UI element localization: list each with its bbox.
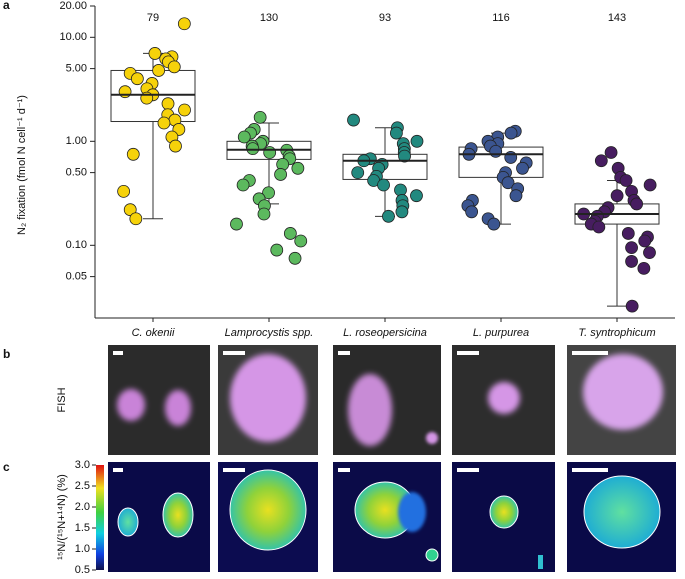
colorbar-tick-label: 3.0 <box>75 459 90 471</box>
data-point <box>152 64 166 77</box>
panel-label: b <box>3 347 10 361</box>
data-point <box>643 178 657 192</box>
data-point <box>351 166 365 180</box>
data-point <box>504 151 518 164</box>
data-point <box>619 174 633 187</box>
data-point <box>610 189 624 203</box>
y-tick-label: 0.50 <box>66 167 87 179</box>
data-point <box>630 197 644 211</box>
data-point <box>130 72 144 86</box>
data-point <box>118 85 132 99</box>
data-point <box>501 176 515 190</box>
nanosims-images <box>108 462 676 572</box>
data-point <box>594 154 608 168</box>
fish-images <box>108 345 676 455</box>
data-point <box>395 205 409 219</box>
y-tick-label: 20.00 <box>59 0 87 12</box>
data-point <box>178 103 191 117</box>
data-point <box>347 113 360 127</box>
colorbar-tick-label: 0.5 <box>75 564 90 574</box>
category-label: T. syntrophicum <box>578 327 655 339</box>
data-point <box>389 126 403 140</box>
data-point <box>382 209 395 223</box>
data-point <box>377 178 390 192</box>
y-tick-label: 0.05 <box>66 271 87 283</box>
y-tick-label: 1.00 <box>66 135 87 147</box>
data-point <box>398 149 411 163</box>
data-point <box>288 251 302 265</box>
data-point <box>257 207 271 221</box>
data-point <box>625 241 638 255</box>
data-point <box>643 246 656 260</box>
category-label: Lamprocystis spp. <box>225 327 314 339</box>
data-point <box>230 217 243 231</box>
data-point <box>237 130 251 144</box>
scale-bars <box>113 351 608 472</box>
data-point <box>157 116 171 130</box>
data-point <box>246 142 260 156</box>
data-point <box>161 97 175 111</box>
data-point <box>638 234 652 248</box>
data-point <box>274 168 287 181</box>
data-point <box>489 144 503 158</box>
y-tick-label: 10.00 <box>59 31 87 43</box>
data-point <box>465 205 479 219</box>
fish-label: FISH <box>56 387 68 412</box>
y-tick-label: 0.10 <box>66 239 87 251</box>
data-point <box>625 299 639 313</box>
panel-label: c <box>3 460 10 474</box>
category-label: L. purpurea <box>473 327 529 339</box>
data-point <box>169 139 182 153</box>
data-point <box>262 186 275 200</box>
data-point <box>621 227 635 240</box>
data-point <box>236 178 250 192</box>
data-point <box>291 161 305 175</box>
data-point <box>637 261 651 275</box>
data-point <box>270 243 284 257</box>
data-point <box>177 17 191 31</box>
data-point <box>509 189 523 203</box>
colorbar-label: ¹⁵N/(¹⁵N+¹⁴N) (%) <box>56 474 68 560</box>
data-point <box>592 220 606 234</box>
data-point <box>126 147 140 161</box>
data-point <box>117 184 131 198</box>
data-point <box>625 255 638 268</box>
count-label: 116 <box>492 12 510 24</box>
data-point <box>516 161 529 175</box>
colorbar-tick-label: 2.5 <box>75 480 90 492</box>
y-tick-label: 5.00 <box>66 63 87 75</box>
count-label: 143 <box>608 12 626 24</box>
data-point <box>167 60 181 74</box>
category-label: C. okenii <box>132 327 175 339</box>
colorbar-tick-label: 1.5 <box>75 522 90 534</box>
panel-label: a <box>3 0 10 12</box>
count-label: 79 <box>147 12 159 24</box>
category-label: L. roseopersicina <box>343 327 427 339</box>
colorbar-tick-label: 2.0 <box>75 501 90 513</box>
colorbar-tick-label: 1.0 <box>75 543 90 555</box>
data-point <box>283 227 297 240</box>
data-point <box>604 146 618 159</box>
count-label: 93 <box>379 12 391 24</box>
data-point <box>253 110 267 124</box>
y-axis-label: N₂ fixation (fmol N cell⁻¹ d⁻¹) <box>16 95 28 235</box>
data-point <box>487 217 501 231</box>
data-point <box>129 212 143 226</box>
count-label: 130 <box>260 12 278 24</box>
data-point <box>148 47 162 60</box>
data-point <box>294 234 308 248</box>
data-point <box>410 189 423 203</box>
data-point <box>410 134 424 148</box>
colorbar <box>96 465 104 570</box>
data-point <box>263 146 277 159</box>
data-point <box>504 126 518 140</box>
